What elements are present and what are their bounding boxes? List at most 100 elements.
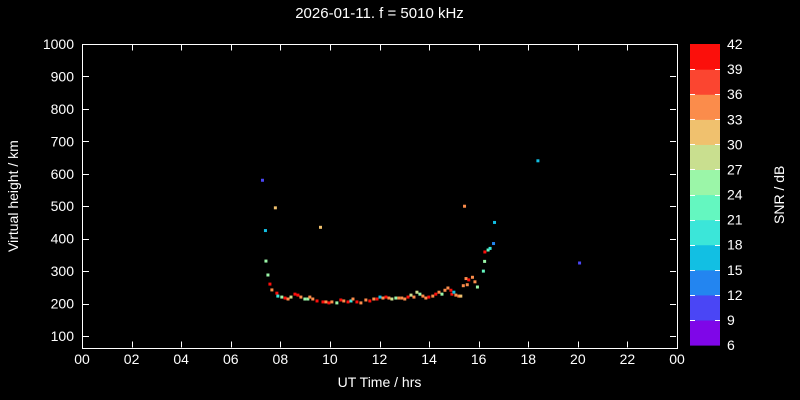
data-point [315,299,319,303]
data-point [409,293,413,297]
x-tick-label: 22 [620,351,636,367]
x-tick-label: 14 [421,351,437,367]
data-point [486,248,490,252]
colorbar-tick-label: 9 [727,312,735,328]
data-point [342,299,346,303]
data-point [464,277,468,281]
data-point [421,294,425,298]
colorbar-tick-label: 27 [727,161,743,177]
data-point [308,295,312,299]
x-tick-label: 12 [372,351,388,367]
y-tick-label: 100 [51,328,75,344]
data-point [459,294,463,298]
colorbar-tick-label: 6 [727,337,735,353]
data-point [293,292,297,296]
data-point [260,178,264,182]
data-point [275,291,279,295]
data-point [403,297,407,301]
data-point [467,278,471,282]
y-tick-label: 1000 [43,36,74,52]
data-point [397,296,401,300]
data-point [450,292,454,296]
data-point [311,297,315,301]
data-point [372,297,376,301]
x-tick-label: 00 [669,351,685,367]
data-point [578,261,582,265]
y-tick-label: 700 [51,133,75,149]
data-point [321,300,325,304]
plot-title: 2026-01-11. f = 5010 kHz [295,5,464,22]
y-tick-label: 900 [51,68,75,84]
data-point [286,297,290,301]
data-point [412,295,416,299]
data-point [378,295,382,299]
data-point [493,220,497,224]
data-point [349,299,353,303]
x-tick-label: 16 [471,351,487,367]
data-point [440,292,444,296]
colorbar-tick-label: 15 [727,262,743,278]
data-point [368,299,372,303]
y-tick-label: 200 [51,296,75,312]
data-point [449,288,453,292]
data-point [381,296,385,300]
data-point [303,297,307,301]
colorbar-tick-label: 24 [727,187,743,203]
data-point [318,225,322,229]
data-point [364,298,368,302]
data-point [406,295,410,299]
colorbar-segment [690,269,720,296]
data-point [327,301,331,305]
data-point [263,229,267,233]
data-point [475,285,479,289]
data-point [394,296,398,300]
data-point [283,296,287,300]
colorbar-segment [690,219,720,246]
colorbar-segment [690,44,720,70]
colorbar-segment [690,144,720,171]
data-point [434,292,438,296]
data-point [483,250,487,254]
x-tick-label: 02 [124,351,140,367]
data-point [400,296,404,300]
data-point [463,204,467,208]
x-tick-label: 04 [173,351,189,367]
y-tick-label: 300 [51,263,75,279]
x-tick-label: 18 [520,351,536,367]
colorbar-segment [690,169,720,196]
data-point [276,294,280,298]
x-axis-label: UT Time / hrs [337,374,422,390]
x-tick-label: 00 [74,351,90,367]
data-point [273,206,277,210]
data-point [461,284,465,288]
x-tick-label: 08 [273,351,289,367]
colorbar-segment [690,244,720,271]
y-tick-label: 500 [51,198,75,214]
data-point [264,259,268,263]
colorbar-segment [690,69,720,95]
data-point [296,293,300,297]
data-point [355,300,359,304]
y-tick-label: 400 [51,231,75,247]
plot-border [82,44,678,349]
data-point [390,297,394,301]
data-point [280,295,284,299]
data-point [335,301,339,305]
data-point [268,282,272,286]
data-point [299,295,303,299]
data-point [324,300,328,304]
colorbar-tick-label: 36 [727,86,743,102]
colorbar-tick-label: 21 [727,212,743,228]
data-point [470,275,474,279]
data-point [359,301,363,305]
data-point [492,242,496,246]
data-point [427,295,431,299]
data-point [330,300,334,304]
data-point [375,297,379,301]
data-point [387,296,391,300]
data-point [339,298,343,302]
data-point [289,295,293,299]
data-point [346,300,350,304]
data-point [481,269,485,273]
data-point [270,288,274,292]
